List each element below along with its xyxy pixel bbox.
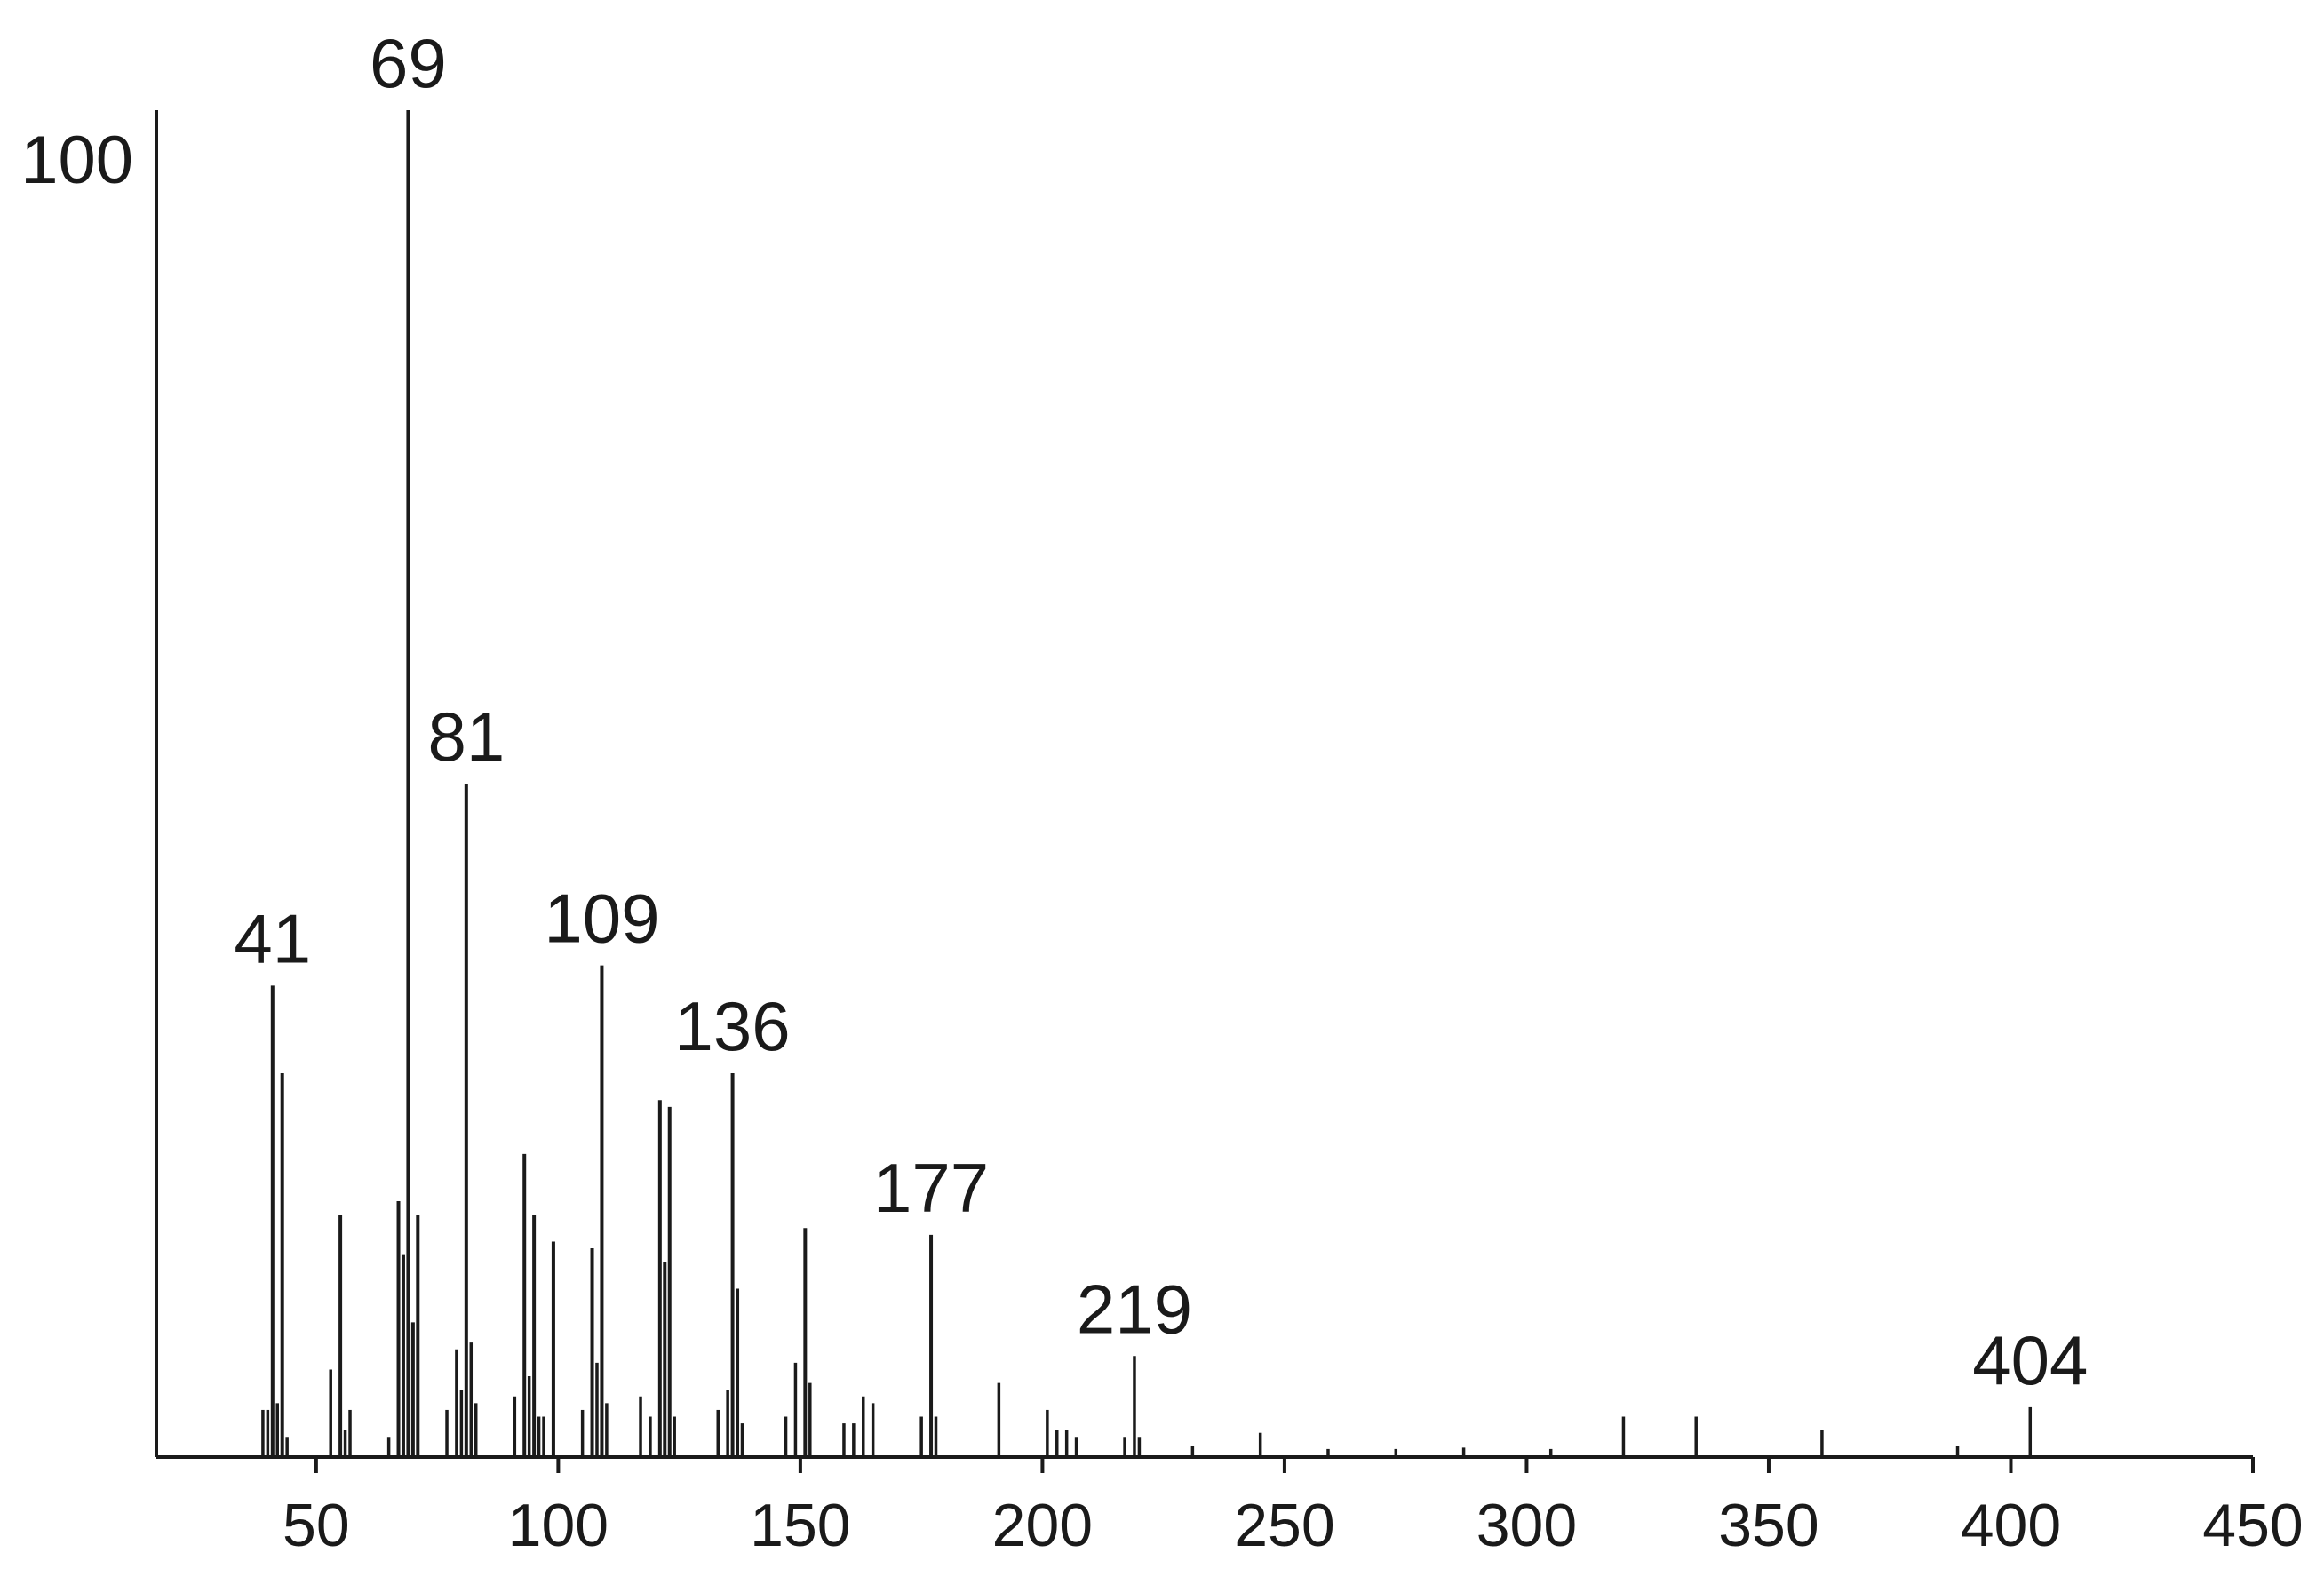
peak-label-219: 219 bbox=[1077, 1270, 1192, 1348]
peak-label-41: 41 bbox=[234, 899, 311, 977]
peak-label-136: 136 bbox=[675, 987, 791, 1065]
x-tick-label-450: 450 bbox=[2202, 1492, 2303, 1559]
x-tick-label-100: 100 bbox=[508, 1492, 609, 1559]
peak-label-81: 81 bbox=[427, 697, 505, 776]
x-tick-label-250: 250 bbox=[1234, 1492, 1334, 1559]
y-axis-top-label: 100 bbox=[20, 123, 133, 198]
x-axis-ticks: 50 100 150 200 250 300 350 400 450 bbox=[283, 1457, 2304, 1559]
peak-label-109: 109 bbox=[544, 880, 659, 958]
x-tick-label-200: 200 bbox=[992, 1492, 1093, 1559]
x-tick-label-400: 400 bbox=[1961, 1492, 2061, 1559]
peak-label-404: 404 bbox=[1972, 1321, 2088, 1399]
spectrum-peaks bbox=[261, 110, 2033, 1457]
x-tick-label-150: 150 bbox=[750, 1492, 850, 1559]
peak-label-69: 69 bbox=[370, 24, 447, 102]
peak-label-177: 177 bbox=[873, 1149, 989, 1227]
x-tick-label-300: 300 bbox=[1476, 1492, 1577, 1559]
x-tick-label-50: 50 bbox=[283, 1492, 350, 1559]
x-tick-label-350: 350 bbox=[1718, 1492, 1819, 1559]
